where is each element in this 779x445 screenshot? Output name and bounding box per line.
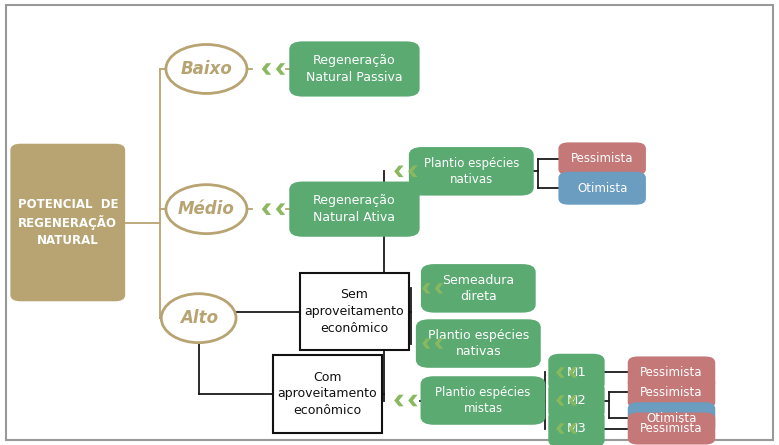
PathPatch shape bbox=[408, 395, 418, 406]
FancyBboxPatch shape bbox=[290, 42, 419, 96]
PathPatch shape bbox=[556, 423, 565, 434]
FancyBboxPatch shape bbox=[417, 320, 540, 367]
FancyBboxPatch shape bbox=[629, 413, 714, 444]
FancyBboxPatch shape bbox=[290, 182, 419, 236]
PathPatch shape bbox=[569, 423, 577, 434]
PathPatch shape bbox=[262, 63, 271, 75]
Text: Pessimista: Pessimista bbox=[640, 386, 703, 399]
FancyBboxPatch shape bbox=[629, 357, 714, 388]
PathPatch shape bbox=[569, 395, 577, 406]
FancyBboxPatch shape bbox=[410, 148, 533, 195]
Text: Com
aproveitamento
econômico: Com aproveitamento econômico bbox=[277, 371, 377, 417]
Text: POTENCIAL  DE
REGENERAÇÃO
NATURAL: POTENCIAL DE REGENERAÇÃO NATURAL bbox=[17, 198, 118, 247]
PathPatch shape bbox=[276, 203, 285, 215]
FancyBboxPatch shape bbox=[549, 383, 604, 418]
PathPatch shape bbox=[276, 63, 285, 75]
FancyBboxPatch shape bbox=[11, 145, 125, 300]
Text: M1: M1 bbox=[566, 366, 587, 379]
Text: Regeneração
Natural Ativa: Regeneração Natural Ativa bbox=[313, 194, 396, 224]
Text: Regeneração
Natural Passiva: Regeneração Natural Passiva bbox=[306, 54, 403, 84]
Text: Baixo: Baixo bbox=[181, 60, 232, 78]
Text: Pessimista: Pessimista bbox=[640, 422, 703, 435]
FancyBboxPatch shape bbox=[421, 377, 545, 424]
Text: M2: M2 bbox=[566, 394, 587, 407]
PathPatch shape bbox=[422, 283, 431, 294]
Text: Semeadura
direta: Semeadura direta bbox=[442, 274, 514, 303]
PathPatch shape bbox=[394, 166, 404, 177]
Text: Otimista: Otimista bbox=[577, 182, 627, 195]
Text: Plantio espécies
nativas: Plantio espécies nativas bbox=[424, 157, 519, 186]
FancyBboxPatch shape bbox=[559, 143, 645, 174]
FancyBboxPatch shape bbox=[300, 272, 409, 351]
PathPatch shape bbox=[435, 338, 443, 349]
FancyBboxPatch shape bbox=[273, 355, 382, 433]
FancyBboxPatch shape bbox=[629, 403, 714, 433]
PathPatch shape bbox=[435, 283, 443, 294]
FancyBboxPatch shape bbox=[421, 265, 534, 312]
Text: Alto: Alto bbox=[180, 309, 217, 327]
PathPatch shape bbox=[556, 395, 565, 406]
FancyBboxPatch shape bbox=[6, 5, 773, 440]
FancyBboxPatch shape bbox=[559, 173, 645, 204]
PathPatch shape bbox=[556, 367, 565, 378]
PathPatch shape bbox=[422, 338, 431, 349]
PathPatch shape bbox=[262, 203, 271, 215]
Text: Pessimista: Pessimista bbox=[571, 152, 633, 166]
Ellipse shape bbox=[166, 185, 247, 234]
Ellipse shape bbox=[166, 44, 247, 93]
FancyBboxPatch shape bbox=[629, 377, 714, 408]
PathPatch shape bbox=[569, 367, 577, 378]
FancyBboxPatch shape bbox=[549, 355, 604, 390]
Text: Plantio espécies
mistas: Plantio espécies mistas bbox=[435, 386, 530, 415]
Text: Otimista: Otimista bbox=[647, 412, 696, 425]
Text: Sem
aproveitamento
econômico: Sem aproveitamento econômico bbox=[305, 288, 404, 335]
Text: Pessimista: Pessimista bbox=[640, 366, 703, 379]
PathPatch shape bbox=[394, 395, 404, 406]
Text: Plantio espécies
nativas: Plantio espécies nativas bbox=[428, 329, 529, 358]
Text: Médio: Médio bbox=[178, 200, 234, 218]
Ellipse shape bbox=[161, 294, 236, 343]
FancyBboxPatch shape bbox=[549, 411, 604, 445]
PathPatch shape bbox=[408, 166, 418, 177]
Text: M3: M3 bbox=[566, 422, 587, 435]
